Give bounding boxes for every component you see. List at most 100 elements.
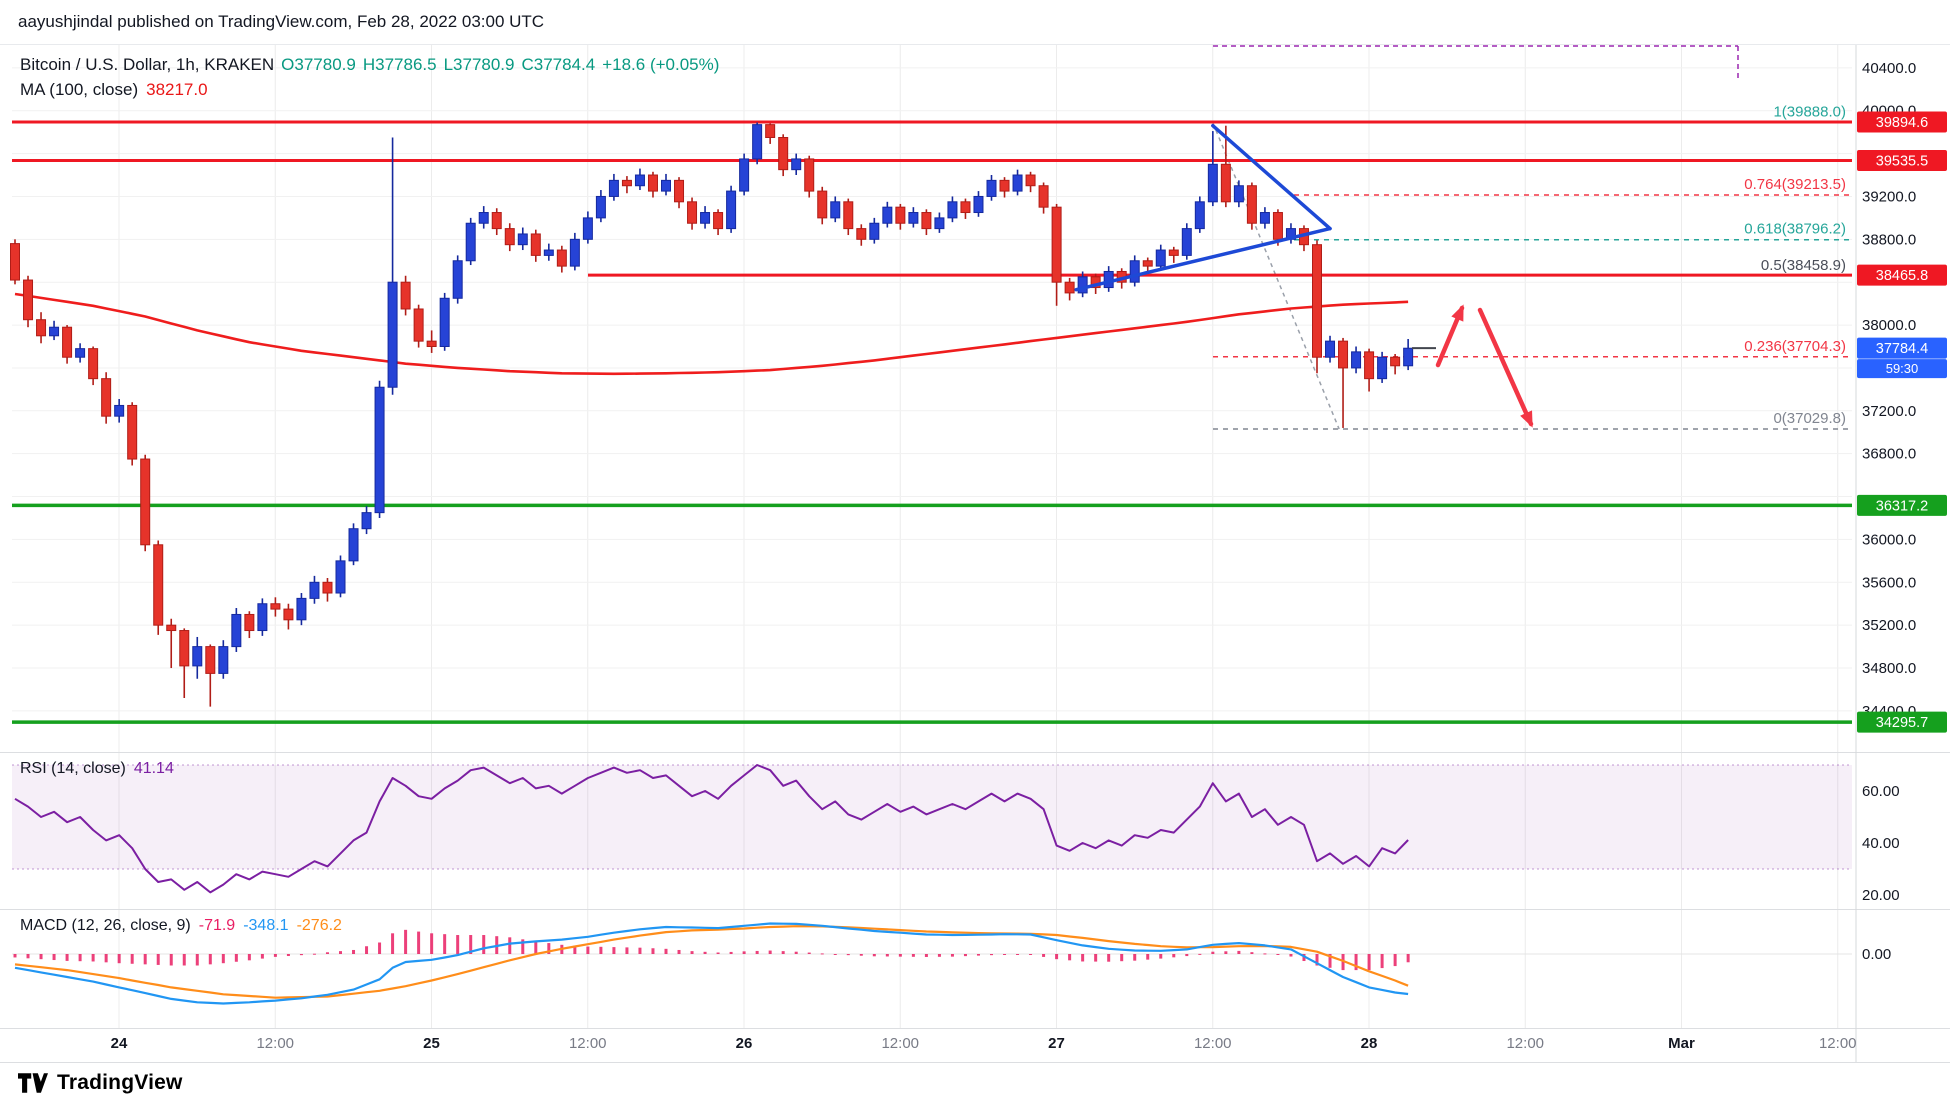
macd-histogram-bar <box>117 954 121 964</box>
symbol-title[interactable]: Bitcoin / U.S. Dollar, 1h, KRAKEN <box>20 55 275 74</box>
candle-up <box>739 158 750 192</box>
macd-histogram-bar <box>1354 954 1358 971</box>
candle-down <box>1338 340 1349 369</box>
candle-down <box>36 319 47 337</box>
candle-up <box>791 158 802 171</box>
macd-histogram-bar <box>169 954 173 966</box>
triangle-pattern-line <box>1074 226 1332 292</box>
price-level-badge <box>1857 711 1947 733</box>
time-axis-label: 28 <box>1361 1035 1378 1052</box>
ma-indicator-label[interactable]: MA (100, close) <box>20 80 139 99</box>
candle-up <box>1325 340 1336 358</box>
candle-up <box>478 212 489 224</box>
candle-down <box>804 158 815 192</box>
macd-histogram-bar <box>1211 951 1215 954</box>
attribution-text: aayushjindal published on TradingView.co… <box>18 12 545 31</box>
candle-up <box>1259 212 1270 224</box>
macd-histogram-bar <box>534 941 538 954</box>
candle-down <box>843 201 854 230</box>
macd-histogram-bar <box>195 954 199 966</box>
candle-down <box>426 340 437 348</box>
macd-histogram-bar <box>52 954 56 961</box>
candle-down <box>1364 351 1375 380</box>
candle-up <box>986 179 997 197</box>
macd-histogram-bar <box>963 954 967 957</box>
candle-down <box>765 124 776 138</box>
countdown-badge <box>1857 359 1947 379</box>
macd-histogram-bar <box>924 954 928 957</box>
brand-name[interactable]: TradingView <box>57 1071 183 1094</box>
fib-level-label: 0.618(38796.2) <box>1744 221 1846 238</box>
macd-histogram-bar <box>937 954 941 957</box>
candle-up <box>752 124 763 160</box>
candle-down <box>1051 206 1062 283</box>
candle-down <box>322 581 333 594</box>
candle-down <box>413 308 424 342</box>
macd-histogram-bar <box>1081 954 1085 962</box>
macd-histogram-bar <box>286 954 290 957</box>
ohlc-close: C37784.4 <box>521 55 596 74</box>
macd-histogram-bar <box>508 937 512 954</box>
macd-axis-label: 0.00 <box>1862 946 1891 963</box>
price-axis-label: 34800.0 <box>1862 660 1916 677</box>
macd-histogram-bar <box>885 954 889 957</box>
macd-histogram-bar <box>976 954 980 956</box>
candle-up <box>661 179 671 192</box>
macd-line <box>14 922 1409 1005</box>
candle-up <box>1012 174 1023 192</box>
price-axis-label: 38000.0 <box>1862 317 1916 334</box>
price-level-badge <box>1857 264 1947 286</box>
candle-down <box>621 179 632 187</box>
macd-histogram-bar <box>990 954 993 956</box>
macd-histogram-bar <box>846 954 850 956</box>
price-axis-label: 39200.0 <box>1862 188 1916 205</box>
macd-histogram-bar <box>182 954 186 966</box>
candle-down <box>687 201 698 224</box>
candle-down <box>674 179 685 203</box>
macd-histogram-value: -71.9 <box>198 917 236 934</box>
rsi-label[interactable]: RSI (14, close) <box>20 760 126 777</box>
macd-histogram-bar <box>898 954 902 957</box>
macd-histogram-bar <box>1003 954 1007 955</box>
candle-down <box>101 378 112 417</box>
macd-histogram-bar <box>1367 954 1371 971</box>
candle-up <box>582 217 593 240</box>
price-level-badge-text: 36317.2 <box>1876 498 1928 514</box>
countdown-text: 59:30 <box>1886 361 1919 376</box>
macd-histogram-bar <box>391 933 395 954</box>
price-level-badge-text: 38465.8 <box>1876 268 1928 284</box>
candle-up <box>869 222 880 240</box>
candle-down <box>999 179 1010 192</box>
candle-up <box>517 233 528 246</box>
grid-layer <box>12 44 1852 1028</box>
candle-down <box>23 279 34 321</box>
price-level-badge-text: 34295.7 <box>1876 715 1928 731</box>
rsi-axis-label: 40.00 <box>1862 835 1900 852</box>
candle-down <box>778 136 789 171</box>
macd-histogram-bar <box>247 954 251 961</box>
candle-down <box>166 624 177 632</box>
macd-label[interactable]: MACD (12, 26, close, 9) <box>20 917 191 934</box>
candle-up <box>569 238 580 267</box>
time-axis-label: 26 <box>736 1035 753 1052</box>
macd-histogram-bar <box>1146 954 1150 960</box>
macd-histogram-bar <box>1107 954 1111 962</box>
price-axis-label: 37200.0 <box>1862 403 1916 420</box>
candle-down <box>817 190 828 219</box>
macd-histogram-bar <box>26 954 30 959</box>
time-axis-label: 12:00 <box>1506 1035 1544 1052</box>
candle-down <box>1246 185 1257 224</box>
candle-up <box>465 222 476 262</box>
macd-histogram-bar <box>1393 954 1397 967</box>
fib-level-label: 0.5(38458.9) <box>1761 257 1846 274</box>
candle-down <box>1142 260 1153 267</box>
time-axis-label: 25 <box>423 1035 440 1052</box>
candle-up <box>296 597 307 621</box>
candle-down <box>1064 281 1075 294</box>
candle-down <box>504 228 515 246</box>
macd-histogram-bar <box>1237 950 1241 954</box>
rsi-line <box>14 764 1409 894</box>
candle-up <box>543 249 554 256</box>
